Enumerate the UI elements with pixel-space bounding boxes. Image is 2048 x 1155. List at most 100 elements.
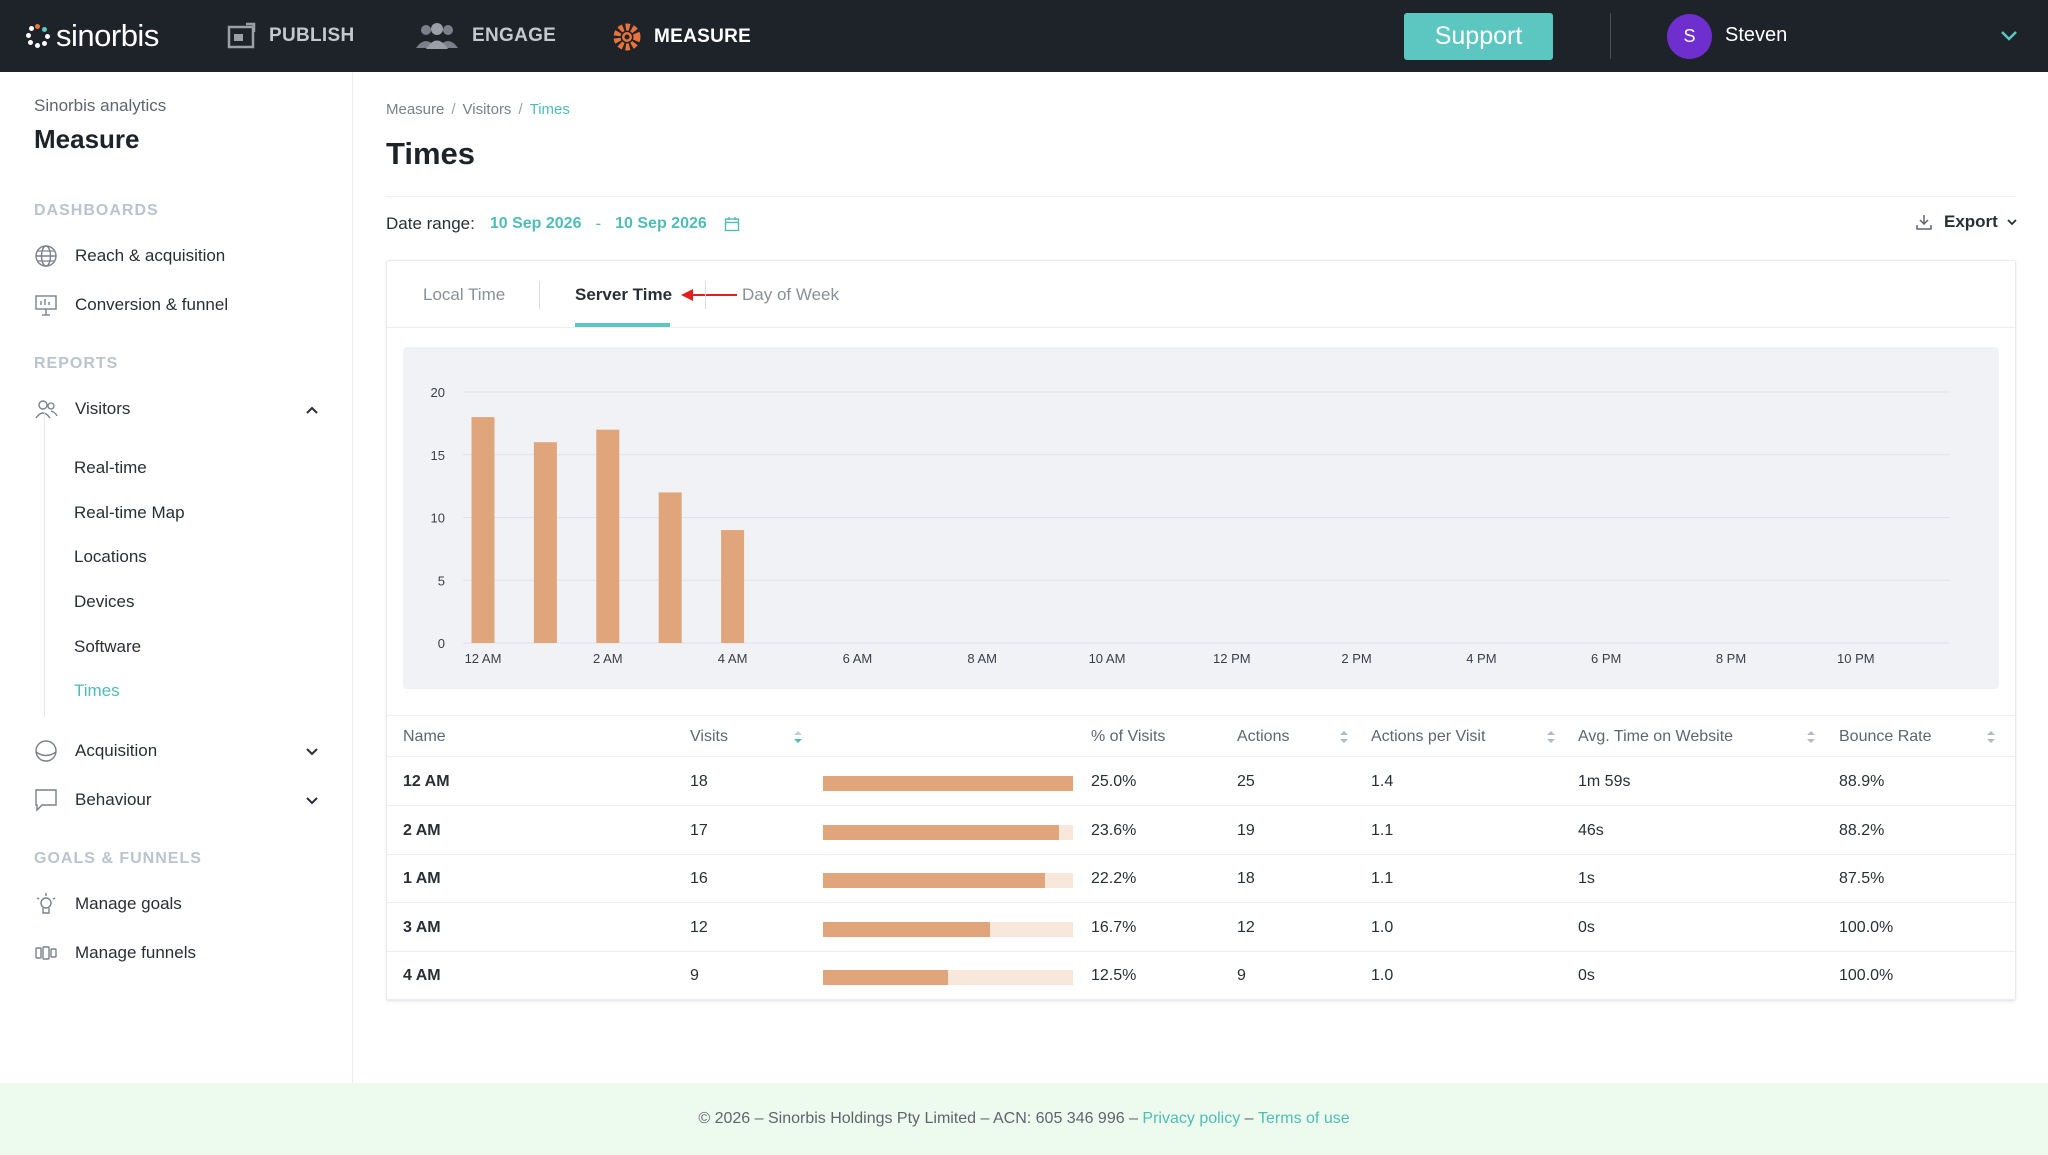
cell-avg-time: 1s <box>1578 870 1595 887</box>
cell-actions-per-visit: 1.1 <box>1371 870 1394 887</box>
sidebar-item-reach-acquisition[interactable]: Reach & acquisition <box>34 244 225 268</box>
cell-visits: 18 <box>690 773 708 790</box>
nav-measure[interactable]: MEASURE <box>612 22 751 52</box>
table-row[interactable]: 4 AM 9 12.5% 9 1.0 0s 100.0% <box>387 952 2015 1000</box>
chevron-up-icon[interactable] <box>304 402 320 418</box>
table-row[interactable]: 1 AM 16 22.2% 18 1.1 1s 87.5% <box>387 855 2015 903</box>
breadcrumb-visitors[interactable]: Visitors <box>462 101 512 118</box>
cell-name: 12 AM <box>403 773 450 790</box>
table-row[interactable]: 12 AM 18 25.0% 25 1.4 1m 59s 88.9% <box>387 758 2015 806</box>
footer: © 2026 – Sinorbis Holdings Pty Limited –… <box>0 1083 2048 1155</box>
measure-icon <box>613 23 641 51</box>
tab-local-time[interactable]: Local Time <box>423 285 506 304</box>
privacy-policy-link[interactable]: Privacy policy <box>1142 1110 1241 1127</box>
sidebar-item-acquisition[interactable]: Acquisition <box>34 739 157 763</box>
cell-visits: 17 <box>690 821 708 839</box>
y-tick-label: 10 <box>431 511 445 526</box>
goal-icon <box>34 892 58 916</box>
cell-visits: 12 <box>690 918 708 936</box>
section-dashboards: DASHBOARDS <box>34 202 159 219</box>
top-navigation-bar: sinorbis PUBLISH ENGAGE MEASURE Support … <box>0 0 2048 72</box>
sidebar-subtitle: Sinorbis analytics <box>34 96 167 115</box>
sidebar-item-software[interactable]: Software <box>74 637 142 656</box>
sort-icon[interactable] <box>1805 728 1817 746</box>
col-actions-per-visit[interactable]: Actions per Visit <box>1371 728 1486 745</box>
cell-visits: 16 <box>690 870 708 887</box>
calendar-icon[interactable] <box>724 216 740 232</box>
col-name[interactable]: Name <box>403 728 446 745</box>
cell-avg-time: 0s <box>1578 918 1595 936</box>
chevron-down-icon[interactable] <box>304 793 320 809</box>
download-icon <box>1916 215 1932 230</box>
sidebar-item-real-time-map[interactable]: Real-time Map <box>74 503 185 522</box>
col-bounce-rate[interactable]: Bounce Rate <box>1839 728 1932 745</box>
date-to[interactable]: 10 Sep 2026 <box>615 215 707 232</box>
footer-copyright: © 2026 – Sinorbis Holdings Pty Limited –… <box>698 1110 1143 1127</box>
bar-4-am <box>721 530 745 643</box>
active-tab-indicator <box>575 323 670 327</box>
visits-share-bar <box>823 970 1073 985</box>
y-tick-label: 0 <box>438 636 445 651</box>
sort-icon[interactable] <box>1338 728 1350 746</box>
cell-actions-per-visit: 1.4 <box>1371 773 1394 790</box>
sidebar-item-manage-funnels[interactable]: Manage funnels <box>34 941 196 965</box>
sidebar-item-manage-goals[interactable]: Manage goals <box>34 892 182 916</box>
cell-actions: 19 <box>1237 821 1255 839</box>
breadcrumb: Measure / Visitors / Times <box>386 101 570 118</box>
sort-icon[interactable] <box>1985 728 1997 746</box>
sinorbis-logo[interactable]: sinorbis <box>26 18 159 54</box>
cell-percent-visits: 25.0% <box>1091 773 1137 790</box>
support-button[interactable]: Support <box>1404 13 1553 60</box>
cell-bounce-rate: 88.9% <box>1839 773 1885 790</box>
avatar[interactable]: S <box>1667 14 1712 59</box>
user-name[interactable]: Steven <box>1725 24 1788 46</box>
tab-server-time[interactable]: Server Time <box>575 285 673 304</box>
sidebar-item-behaviour[interactable]: Behaviour <box>34 788 152 812</box>
tab-separator <box>539 281 540 309</box>
date-range: Date range: 10 Sep 2026 - 10 Sep 2026 <box>386 214 740 234</box>
date-from[interactable]: 10 Sep 2026 <box>489 215 582 232</box>
sidebar-item-devices[interactable]: Devices <box>74 592 135 611</box>
table-header: Name Visits % of Visits Actions Actions … <box>387 715 2015 757</box>
col-actions[interactable]: Actions <box>1237 728 1290 745</box>
footer-dash: – <box>1240 1110 1259 1127</box>
title-divider <box>386 196 2016 197</box>
table-row[interactable]: 2 AM 17 23.6% 19 1.1 46s 88.2% <box>387 807 2015 855</box>
breadcrumb-measure[interactable]: Measure <box>386 101 445 118</box>
sidebar-item-locations[interactable]: Locations <box>74 547 147 566</box>
cell-avg-time: 46s <box>1578 821 1604 839</box>
nav-measure-label: MEASURE <box>654 26 752 47</box>
sidebar-item-conversion-funnel[interactable]: Conversion & funnel <box>34 293 228 317</box>
sort-active-icon[interactable] <box>792 728 804 746</box>
date-range-label: Date range: <box>386 214 475 233</box>
sidebar-item-real-time[interactable]: Real-time <box>74 458 147 477</box>
x-tick-label: 4 AM <box>718 651 748 666</box>
x-tick-label: 6 AM <box>843 651 873 666</box>
sidebar-item-visitors[interactable]: Visitors <box>34 397 130 421</box>
cell-actions-per-visit: 1.0 <box>1371 918 1394 936</box>
cell-name: 3 AM <box>403 918 441 936</box>
red-arrow-annotation <box>681 289 737 301</box>
cell-name: 2 AM <box>403 821 441 839</box>
export-button[interactable]: Export <box>1916 212 2018 232</box>
tab-day-of-week[interactable]: Day of Week <box>742 285 840 304</box>
chevron-down-icon[interactable] <box>1999 26 2019 46</box>
col-avg-time[interactable]: Avg. Time on Website <box>1578 728 1734 745</box>
cell-visits: 9 <box>690 967 699 984</box>
chevron-down-icon[interactable] <box>304 744 320 760</box>
x-tick-label: 12 PM <box>1213 651 1251 666</box>
sidebar-item-times[interactable]: Times <box>74 681 120 700</box>
sort-icon[interactable] <box>1545 728 1557 746</box>
cell-name: 4 AM <box>403 967 441 984</box>
sidebar-item-label: Conversion & funnel <box>75 295 229 314</box>
table-row[interactable]: 3 AM 12 16.7% 12 1.0 0s 100.0% <box>387 904 2015 952</box>
nav-publish[interactable]: PUBLISH <box>227 22 355 50</box>
nav-engage[interactable]: ENGAGE <box>414 22 556 50</box>
cell-actions: 18 <box>1237 870 1255 887</box>
x-tick-label: 8 PM <box>1716 651 1746 666</box>
x-tick-label: 6 PM <box>1591 651 1621 666</box>
col-visits[interactable]: Visits <box>690 728 728 745</box>
cell-actions: 9 <box>1237 967 1246 984</box>
terms-of-use-link[interactable]: Terms of use <box>1258 1110 1350 1127</box>
sidebar-item-label: Behaviour <box>75 790 152 809</box>
